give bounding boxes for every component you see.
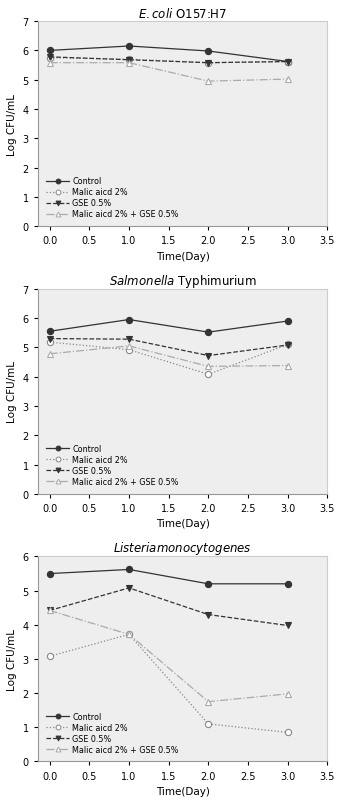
X-axis label: Time(Day): Time(Day) (156, 786, 210, 796)
Title: $\it{E. coli}$ O157:H7: $\it{E. coli}$ O157:H7 (138, 7, 227, 21)
Legend: Control, Malic aicd 2%, GSE 0.5%, Malic aicd 2% + GSE 0.5%: Control, Malic aicd 2%, GSE 0.5%, Malic … (45, 710, 180, 756)
Title: $\it{Listeria monocytogenes}$: $\it{Listeria monocytogenes}$ (113, 540, 252, 556)
Y-axis label: Log CFU/mL: Log CFU/mL (7, 361, 17, 422)
X-axis label: Time(Day): Time(Day) (156, 519, 210, 528)
Title: $\it{Salmonella}$ Typhimurium: $\it{Salmonella}$ Typhimurium (109, 272, 256, 289)
X-axis label: Time(Day): Time(Day) (156, 251, 210, 261)
Y-axis label: Log CFU/mL: Log CFU/mL (7, 93, 17, 156)
Y-axis label: Log CFU/mL: Log CFU/mL (7, 628, 17, 690)
Legend: Control, Malic aicd 2%, GSE 0.5%, Malic aicd 2% + GSE 0.5%: Control, Malic aicd 2%, GSE 0.5%, Malic … (45, 443, 180, 488)
Legend: Control, Malic aicd 2%, GSE 0.5%, Malic aicd 2% + GSE 0.5%: Control, Malic aicd 2%, GSE 0.5%, Malic … (45, 176, 180, 221)
